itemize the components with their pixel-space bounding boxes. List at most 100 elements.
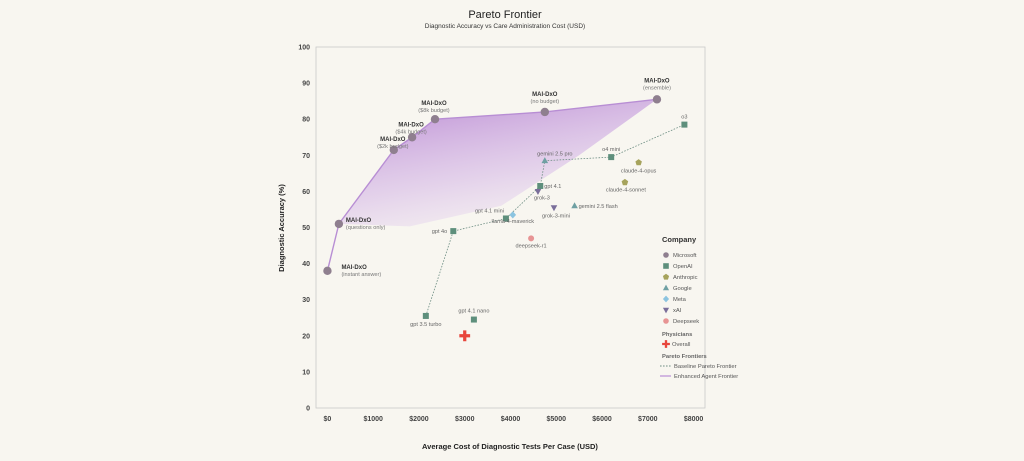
point-openai-9 [450, 228, 457, 235]
legend-marker-xai [662, 307, 670, 314]
point-label: MAI-DxO [532, 92, 558, 98]
legend-label: xAI [673, 308, 682, 314]
point-microsoft-3 [407, 133, 417, 142]
point-sublabel: ($8k budget) [418, 108, 450, 114]
point-label: MAI-DxO [380, 137, 406, 143]
point-xai-20 [550, 205, 558, 212]
chart-title: Pareto Frontier [468, 9, 542, 21]
point-openai-11 [537, 182, 544, 189]
point-sublabel: (questions only) [346, 225, 386, 231]
legend-label: Google [673, 286, 692, 292]
legend-marker-google [662, 284, 670, 291]
legend-marker-anthropic [662, 273, 670, 280]
point-openai-7 [422, 312, 429, 319]
point-google-16 [541, 157, 549, 164]
point-label: gemini 2.5 pro [537, 152, 572, 158]
point-label: claude-4-sonnet [606, 187, 647, 193]
point-label: gpt 3.5 turbo [410, 322, 441, 328]
legend-label: Meta [673, 297, 687, 303]
legend-items: Microsoft OpenAI Anthropic Google Meta xAI Dee… [662, 252, 699, 325]
legend-physicians-item: Overall [672, 342, 690, 348]
legend-marker-deepseek [663, 318, 669, 324]
point-label: grok-3 [534, 195, 550, 201]
x-tick-label: $2000 [409, 416, 429, 423]
y-tick-label: 0 [306, 406, 310, 413]
legend-enhanced-label: Enhanced Agent Frontier [674, 374, 738, 380]
legend-title: Company [662, 235, 697, 244]
point-microsoft-0 [323, 266, 332, 276]
point-physicians-22 [459, 330, 471, 342]
x-tick-label: $0 [324, 416, 332, 423]
legend-marker-openai [663, 263, 669, 269]
point-meta-18 [509, 211, 517, 219]
point-microsoft-6 [652, 95, 662, 104]
legend: Company Microsoft OpenAI Anthropic Google Me… [660, 235, 738, 380]
point-label: gpt 4.1 mini [475, 208, 504, 214]
y-tick-label: 90 [302, 81, 310, 88]
point-label: MAI-DxO [421, 101, 447, 107]
y-axis-label: Diagnostic Accuracy (%) [277, 184, 286, 272]
legend-physicians-title: Physicians [662, 332, 692, 338]
y-tick-label: 100 [298, 45, 310, 52]
point-sublabel: (no budget) [531, 99, 560, 105]
point-label: deepseek-r1 [516, 243, 547, 249]
y-axis-ticks: 0 10 20 30 40 50 60 70 80 90 100 [298, 45, 310, 413]
legend-marker-meta [662, 295, 670, 303]
point-microsoft-4 [430, 115, 440, 124]
point-openai-13 [681, 121, 688, 128]
point-google-17 [571, 202, 578, 209]
legend-marker-physicians [662, 340, 670, 348]
legend-marker-microsoft [663, 252, 669, 258]
point-label: gpt 4o [432, 229, 448, 235]
point-label: MAI-DxO [398, 122, 424, 128]
point-label: MAI-DxO [346, 218, 372, 224]
y-tick-label: 60 [302, 189, 310, 196]
point-microsoft-1 [334, 219, 344, 229]
point-label: gpt 4.1 [544, 184, 561, 190]
point-label: gpt 4.1 nano [458, 309, 489, 315]
plot-area [315, 46, 706, 409]
y-tick-label: 30 [302, 297, 310, 304]
legend-label: Microsoft [673, 253, 697, 259]
y-tick-label: 70 [302, 153, 310, 160]
x-tick-label: $3000 [455, 416, 475, 423]
legend-label: Deepseek [673, 319, 699, 325]
point-openai-8 [470, 316, 477, 323]
point-microsoft-5 [540, 107, 550, 117]
y-tick-label: 80 [302, 117, 310, 124]
point-label: gemini 2.5 flash [579, 204, 618, 210]
x-axis-label: Average Cost of Diagnostic Tests Per Cas… [422, 442, 598, 451]
legend-baseline-label: Baseline Pareto Frontier [674, 364, 737, 370]
point-microsoft-2 [389, 145, 398, 155]
x-axis-ticks: $0 $1000 $2000 $3000 $4000 $5000 $6000 $7000 $80… [324, 416, 704, 423]
point-sublabel: ($2k budget) [377, 144, 409, 150]
labels-layer: MAI-DxO(instant answer)MAI-DxO(questions… [341, 78, 687, 328]
point-anthropic-15 [635, 159, 642, 166]
point-sublabel: (instant answer) [341, 272, 381, 278]
y-tick-label: 10 [302, 369, 310, 376]
point-label: o3 [681, 115, 687, 121]
enhanced-frontier-area [327, 99, 657, 271]
point-openai-12 [608, 154, 615, 161]
point-label: grok-3-mini [542, 214, 570, 220]
point-sublabel: ($4k budget) [395, 129, 427, 135]
point-xai-19 [534, 189, 542, 195]
legend-physicians [662, 340, 670, 348]
point-openai-10 [502, 215, 509, 222]
y-tick-label: 40 [302, 261, 310, 268]
legend-frontiers-title: Pareto Frontiers [662, 354, 707, 360]
y-tick-label: 20 [302, 333, 310, 340]
x-tick-label: $1000 [363, 416, 383, 423]
points-layer [323, 95, 688, 342]
x-tick-label: $5000 [547, 416, 567, 423]
chart-subtitle: Diagnostic Accuracy vs Care Administrati… [425, 23, 585, 30]
legend-label: Anthropic [673, 275, 698, 281]
point-label: MAI-DxO [644, 78, 670, 84]
frontier-layer [326, 98, 685, 317]
point-label: claude-4-opus [621, 169, 657, 175]
point-anthropic-14 [621, 178, 629, 186]
x-tick-label: $6000 [592, 416, 612, 423]
x-tick-label: $7000 [638, 416, 658, 423]
